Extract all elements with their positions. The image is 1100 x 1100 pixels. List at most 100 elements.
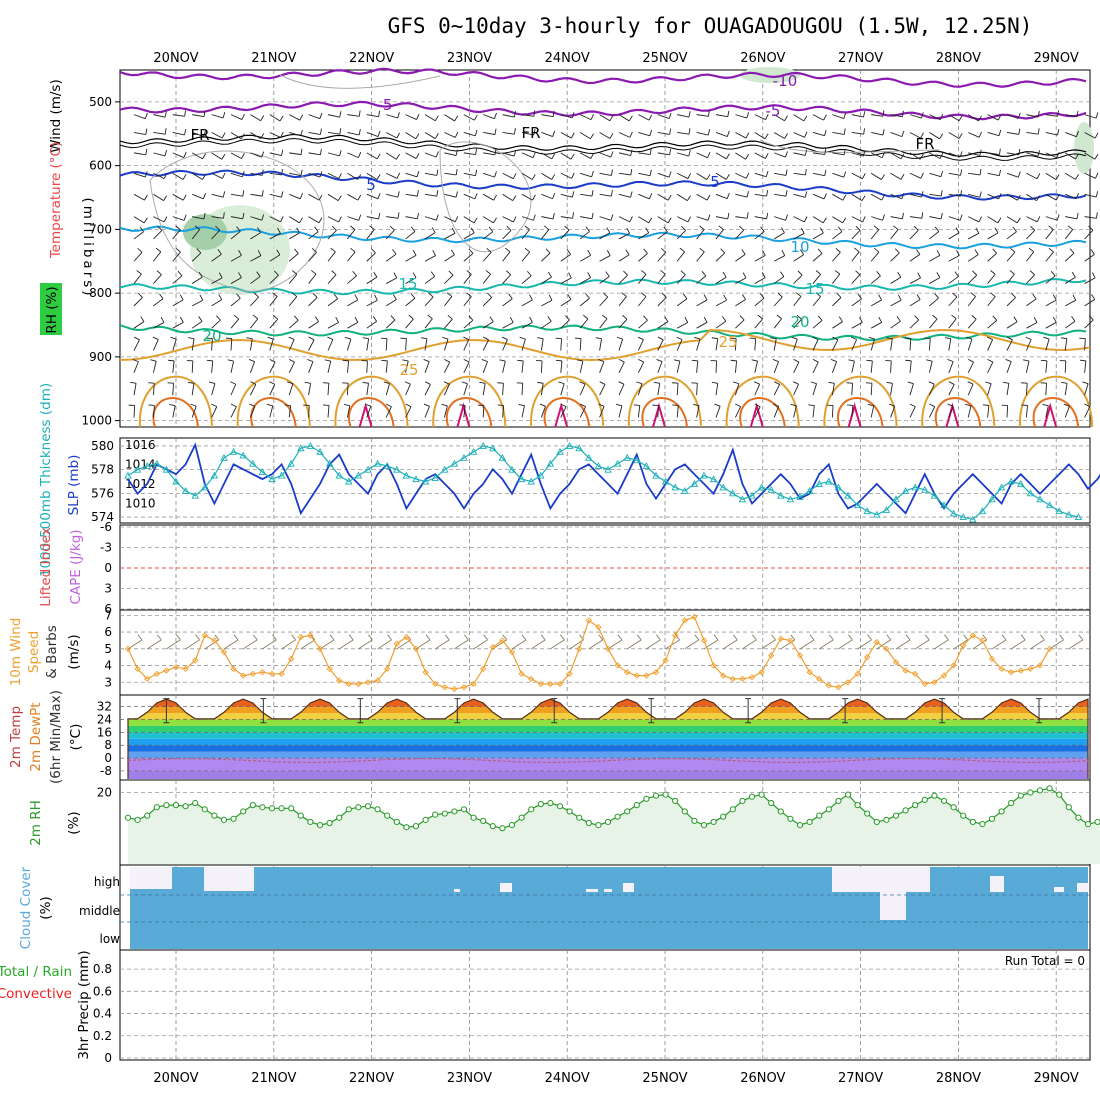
thickness-marker [268, 475, 276, 483]
wind-barb [734, 338, 737, 351]
rh2m-marker [537, 800, 544, 808]
wind-barb-flag [493, 194, 497, 201]
wind-barb [1026, 274, 1035, 284]
rh2m-marker [729, 806, 736, 813]
wind-barb [793, 193, 806, 198]
wind10-tick: 6 [104, 625, 112, 639]
wind-barb-flag [222, 172, 226, 179]
wind-barb [1045, 172, 1057, 180]
wind-barb [385, 406, 392, 418]
wind-barb [890, 276, 902, 284]
wind-barb [308, 321, 319, 329]
wind-barb-flag [327, 336, 334, 340]
wind-barb-flag [1043, 336, 1050, 340]
wind-barb [754, 277, 766, 284]
wind-barb-flag [952, 292, 958, 298]
wind-barb-flag [249, 403, 256, 407]
wind-barb-flag [423, 403, 430, 407]
wind-barb [987, 361, 994, 374]
wind-barb [618, 152, 631, 156]
wind10-marker [278, 670, 285, 678]
wind-barb [696, 193, 708, 201]
wind-barb [929, 132, 940, 140]
wind-barb-flag [475, 148, 477, 155]
wind-barb-flag [739, 315, 745, 321]
wind-barb-flag [481, 359, 488, 363]
wind-barb [502, 298, 513, 307]
wind-barb [890, 114, 903, 118]
wind-barb [696, 172, 708, 180]
wind-barb-flag [978, 131, 983, 138]
wind-barb [696, 152, 708, 159]
thickness-marker [911, 483, 919, 491]
wind-barb [734, 360, 738, 373]
wind-barb-flag [855, 225, 861, 231]
wind-barb [735, 132, 747, 139]
upper-wind-label: Wind (m/s) [48, 79, 64, 153]
wind-barb-flag [804, 131, 808, 138]
rh2m-marker [182, 803, 189, 810]
wind10-marker [892, 659, 900, 666]
wind-barb [773, 232, 785, 240]
wind-barb-flag [558, 381, 565, 385]
wind10-marker [854, 670, 861, 678]
wind-barb [890, 299, 902, 307]
wind-barb [308, 273, 317, 284]
wind-barb-flag [513, 150, 517, 157]
isotherm-loop [554, 402, 569, 428]
wind-barb [385, 253, 397, 262]
wind-barb-flag [357, 194, 362, 201]
wind-barb [909, 277, 921, 284]
lifted-tick: -6 [100, 520, 112, 534]
wind-barb-flag [319, 128, 322, 135]
rh-contour [279, 74, 441, 89]
wind-barb-flag [985, 381, 992, 385]
wind-barb [347, 152, 359, 159]
wind-barb-flag [1009, 270, 1015, 275]
wind-barb [327, 152, 340, 157]
wind-barb-flag [571, 112, 575, 119]
wind-barb [250, 296, 259, 307]
wind-barb-flag [741, 294, 746, 300]
wind-barb-flag [727, 110, 730, 117]
wind-barb-flag [571, 172, 575, 179]
wind-barb-flag [1076, 212, 1079, 219]
thickness-marker [402, 471, 411, 479]
wind10-barb [127, 639, 143, 650]
wind-barb-flag [785, 169, 788, 176]
wind-barb [424, 361, 430, 373]
lifted-tick: -3 [100, 541, 112, 555]
wind-barb [541, 114, 554, 118]
wind10-barb [300, 639, 316, 650]
wind-barb [676, 322, 688, 329]
wind-barb-flag [318, 194, 323, 201]
wind-barb [133, 114, 146, 120]
wind-barb [851, 251, 860, 262]
wind-barb [211, 383, 216, 396]
wind-barb [832, 193, 844, 201]
wind-barb-flag [777, 292, 783, 298]
thickness-marker [642, 462, 651, 470]
wind-barb-flag [966, 336, 973, 340]
wind-barb [812, 152, 825, 156]
wind-barb [424, 276, 435, 284]
wind-barb [774, 152, 786, 158]
wind-barb-flag [238, 272, 242, 278]
wind-barb-flag [318, 217, 323, 224]
wind-barb [599, 318, 608, 329]
thickness-marker [479, 441, 487, 449]
wind-barb [1006, 216, 1018, 224]
wind-barb [870, 229, 880, 240]
wind-barb-flag [505, 247, 511, 253]
wind10-barb [1068, 639, 1084, 650]
wind10-barb [1049, 639, 1064, 650]
wind10-barb-flag [560, 634, 565, 641]
thickness-marker [575, 444, 583, 452]
wind-barb-flag [350, 247, 356, 253]
rh2m-panel: 20 [97, 785, 1100, 864]
wind-barb-flag [940, 170, 944, 177]
thickness-marker [527, 477, 535, 485]
wind-barb-flag [691, 359, 698, 362]
wind-barb-flag [308, 336, 315, 341]
wind-barb [579, 277, 591, 284]
